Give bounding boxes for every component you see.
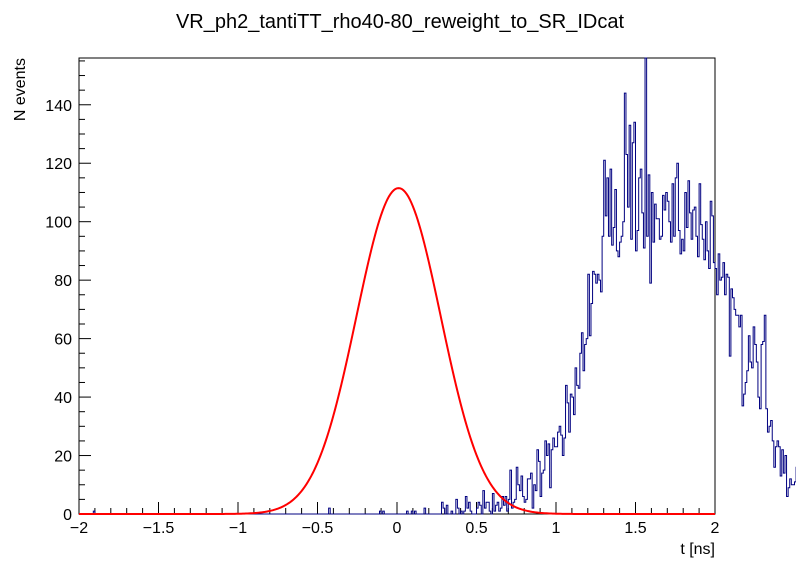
x-axis-label: t [ns]	[680, 541, 715, 558]
y-tick-label: 20	[54, 449, 72, 466]
y-tick-label: 40	[54, 390, 72, 407]
x-tick-label: 0	[393, 520, 402, 537]
histogram-series	[79, 57, 796, 515]
chart-title: VR_ph2_tantiTT_rho40-80_reweight_to_SR_I…	[176, 11, 624, 33]
y-axis-ticks: 0 20 40 60 80 100 120 140	[45, 60, 91, 524]
x-tick-label: −1	[229, 520, 247, 537]
x-axis-ticks: −2 −1.5 −1 −0.5 0 0.5 1 1.5 2	[70, 502, 720, 537]
y-axis-label: N events	[12, 58, 29, 121]
x-tick-label: −2	[70, 520, 88, 537]
plot-frame	[78, 57, 716, 515]
x-tick-label: 2	[711, 520, 720, 537]
y-tick-label: 0	[63, 507, 72, 524]
x-tick-label: −1.5	[143, 520, 175, 537]
y-tick-label: 100	[45, 215, 72, 232]
x-tick-label: 1.5	[624, 520, 646, 537]
x-tick-label: 0.5	[465, 520, 487, 537]
gaussian-fit-curve	[79, 187, 715, 515]
x-tick-label: 1	[552, 520, 561, 537]
x-tick-label: −0.5	[302, 520, 334, 537]
y-tick-label: 140	[45, 98, 72, 115]
y-tick-label: 120	[45, 156, 72, 173]
y-tick-label: 60	[54, 332, 72, 349]
y-tick-label: 80	[54, 273, 72, 290]
